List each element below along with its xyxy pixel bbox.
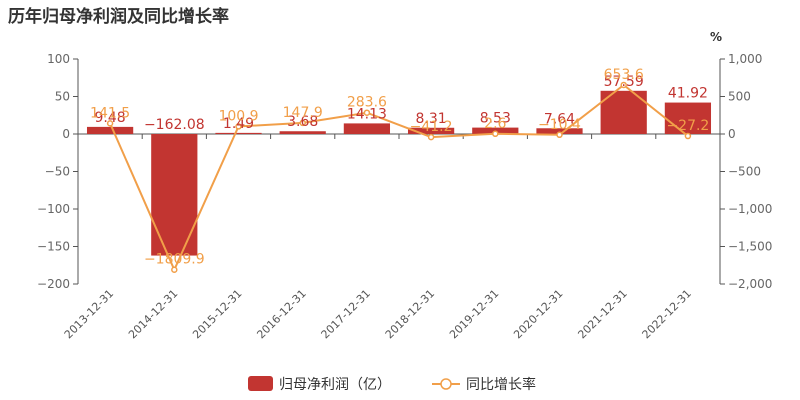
bar — [279, 131, 326, 134]
rate-line — [109, 83, 689, 273]
rate-point — [299, 119, 306, 127]
rate-data-label: 100.9 — [218, 108, 258, 124]
bar-data-label: 9.48 — [95, 110, 126, 126]
legend-bar-label: 归母净利润（亿） — [279, 376, 391, 393]
x-tick-label: 2017-12-31 — [319, 287, 373, 341]
rate-point — [492, 130, 499, 138]
bar — [343, 123, 391, 134]
bar-data-label: 1.49 — [223, 116, 254, 132]
x-tick-label: 2018-12-31 — [383, 287, 437, 341]
y-right-tick-label: −2,000 — [728, 277, 772, 291]
rate-point — [427, 133, 435, 141]
bar-data-label: 57.59 — [604, 74, 644, 90]
bar-data-label: 8.53 — [480, 111, 511, 127]
rate-data-label: 2.6 — [484, 116, 506, 132]
chart-title: 历年归母净利润及同比增长率 — [8, 7, 229, 27]
x-tick-label: 2014-12-31 — [126, 287, 180, 341]
bar-data-label: 14.13 — [347, 106, 387, 122]
rate-point — [620, 81, 627, 89]
bar — [86, 126, 134, 134]
y-right-tick-label: 500 — [728, 90, 751, 104]
bar — [215, 132, 262, 134]
legend-bar-swatch — [248, 376, 273, 391]
y-left-tick-label: 50 — [55, 90, 70, 104]
x-tick-label: 2021-12-31 — [575, 287, 629, 341]
y-left-tick-label: 100 — [47, 52, 70, 66]
rate-point — [363, 109, 371, 116]
y-right-tick-label: 0 — [728, 127, 736, 141]
rate-data-label: 141.5 — [90, 105, 130, 121]
legend-line-label: 同比增长率 — [466, 376, 536, 393]
x-tick-label: 2020-12-31 — [511, 287, 565, 341]
bar — [407, 127, 455, 134]
y-left-tick-label: −100 — [37, 202, 70, 216]
x-tick-label: 2019-12-31 — [447, 287, 501, 341]
x-tick-label: 2022-12-31 — [640, 287, 694, 341]
rate-data-label: 147.9 — [283, 105, 323, 121]
bar — [536, 128, 583, 134]
x-tick-label: 2016-12-31 — [254, 287, 308, 341]
rate-point — [235, 123, 242, 130]
rate-data-label: −41.2 — [410, 119, 453, 135]
y-left-tick-label: 0 — [62, 127, 70, 141]
bar-data-label: 8.31 — [416, 111, 447, 127]
bar-data-label: −162.08 — [144, 117, 205, 133]
rate-data-label: 653.6 — [604, 67, 644, 83]
rate-data-label: −27.2 — [666, 118, 709, 134]
y-right-unit: % — [710, 30, 722, 44]
y-left-tick-label: −150 — [37, 240, 70, 254]
bar — [664, 102, 712, 134]
rate-data-label: 283.6 — [347, 95, 387, 111]
rate-point — [684, 132, 692, 140]
y-left-tick-label: −50 — [45, 165, 70, 179]
rate-point — [556, 131, 563, 139]
y-left-tick-label: −200 — [37, 277, 70, 291]
bar-data-label: 41.92 — [668, 86, 708, 102]
rate-point — [106, 120, 114, 127]
x-tick-label: 2015-12-31 — [190, 287, 244, 341]
y-right-tick-label: 1,000 — [728, 52, 762, 66]
bar — [151, 134, 198, 256]
y-right-tick-label: −1,500 — [728, 240, 772, 254]
rate-data-label: −1809.9 — [144, 252, 205, 268]
rate-point — [171, 266, 178, 273]
rate-data-label: −10.4 — [538, 117, 581, 133]
bar-data-label: 7.64 — [544, 111, 575, 127]
y-right-tick-label: −1,000 — [728, 202, 772, 216]
legend-line-marker — [440, 378, 452, 390]
x-tick-label: 2013-12-31 — [62, 287, 116, 341]
y-right-tick-label: −500 — [728, 165, 761, 179]
bar-data-label: 3.68 — [287, 114, 318, 130]
